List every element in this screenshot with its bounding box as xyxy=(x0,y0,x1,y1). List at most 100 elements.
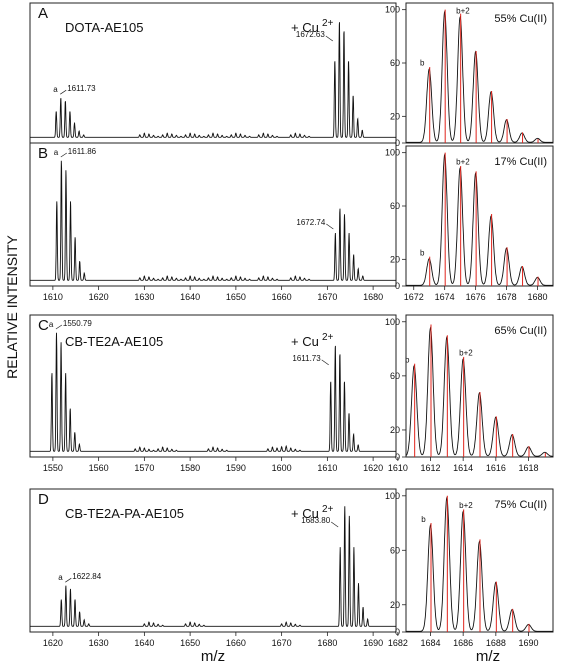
x-tick-label: 1688 xyxy=(486,638,506,648)
panel-A: A DOTA-AE105 + Cu 2+ a 1611.73 1672.63 xyxy=(29,2,397,144)
mz-annotation: 1550.79 xyxy=(63,319,92,328)
y-tick-label: 0 xyxy=(395,281,400,291)
inset-peak-label: b+2 xyxy=(456,158,470,167)
cu-label: + Cu xyxy=(291,506,319,521)
x-tick-label: 1612 xyxy=(420,463,440,473)
x-tick-label: 1618 xyxy=(518,463,538,473)
y-tick-label: 100 xyxy=(385,317,400,327)
peak-label-a: a xyxy=(53,85,58,94)
x-tick-label: 1690 xyxy=(518,638,538,648)
percent-cu-label: 17% Cu(II) xyxy=(494,156,547,168)
leader-line xyxy=(65,577,72,583)
panel-frame xyxy=(29,314,397,458)
leader-line xyxy=(326,223,334,230)
x-tick-label: 1660 xyxy=(226,638,246,648)
x-tick-label: 1674 xyxy=(435,292,455,302)
x-tick-label: 1614 xyxy=(453,463,473,473)
inset-peak-label: b+2 xyxy=(459,349,473,358)
x-tick-label: 1550 xyxy=(43,463,63,473)
x-tick-label: 1686 xyxy=(453,638,473,648)
y-tick-label: 100 xyxy=(385,491,400,501)
y-tick-label: 60 xyxy=(390,201,400,211)
inset-frame xyxy=(405,145,554,287)
inset-panels: 0 20 60 100 b b+2 55% Cu(II) 0 20 60 100 b b+2 17% Cu… xyxy=(385,2,554,648)
spectrum-trace xyxy=(30,160,396,281)
inset-peak-label: b xyxy=(405,355,410,364)
inset-A-inset: 0 20 60 100 b b+2 55% Cu(II) xyxy=(385,2,554,148)
x-tick-label: 1680 xyxy=(317,638,337,648)
x-tick-label: 1670 xyxy=(317,292,337,302)
spectrum-trace xyxy=(30,332,396,452)
x-tick-label: 1610 xyxy=(388,463,408,473)
percent-cu-label: 65% Cu(II) xyxy=(494,325,547,337)
x-tick-label: 1676 xyxy=(466,292,486,302)
panel-letter: B xyxy=(38,145,48,162)
y-axis-label: RELATIVE INTENSITY xyxy=(4,235,20,379)
inset-trace xyxy=(406,153,553,286)
y-tick-label: 100 xyxy=(385,148,400,158)
mz-annotation: 1611.86 xyxy=(68,147,97,156)
panel-letter: A xyxy=(38,5,48,22)
leader-line xyxy=(60,89,67,95)
x-tick-label: 1660 xyxy=(272,292,292,302)
x-tick-label: 1616 xyxy=(486,463,506,473)
peak-label-a: a xyxy=(49,320,54,329)
peak-label-a: a xyxy=(54,148,59,157)
percent-cu-label: 55% Cu(II) xyxy=(494,13,547,25)
y-tick-label: 20 xyxy=(390,600,400,610)
mz-annotation: 1622.84 xyxy=(72,572,101,581)
x-tick-label: 1684 xyxy=(420,638,440,648)
inset-peak-label: b+2 xyxy=(459,501,473,510)
x-tick-label: 1650 xyxy=(226,292,246,302)
x-tick-label: 1620 xyxy=(43,638,63,648)
panel-frame xyxy=(29,488,397,633)
spectrum-trace xyxy=(30,506,396,627)
x-tick-label: 1620 xyxy=(363,463,383,473)
x-axis-label-main: m/z xyxy=(201,648,225,665)
x-tick-label: 1678 xyxy=(497,292,517,302)
x-tick-label: 1640 xyxy=(134,638,154,648)
compound-label: CB-TE2A-PA-AE105 xyxy=(65,506,184,521)
y-tick-label: 100 xyxy=(385,5,400,15)
compound-label: DOTA-AE105 xyxy=(65,20,144,35)
x-tick-label: 1620 xyxy=(89,292,109,302)
x-tick-label: 1600 xyxy=(272,463,292,473)
x-tick-label: 1610 xyxy=(43,292,63,302)
inset-peak-label: b xyxy=(421,515,426,524)
percent-cu-label: 75% Cu(II) xyxy=(494,499,547,511)
panel-letter: C xyxy=(38,317,49,334)
x-axis-label-inset: m/z xyxy=(476,648,500,665)
inset-peak-label: b xyxy=(420,248,425,257)
x-tick-label: 1680 xyxy=(528,292,548,302)
x-tick-label: 1680 xyxy=(363,292,383,302)
panel-D: D CB-TE2A-PA-AE105 + Cu 2+ a 1622.84 1683.80 16… xyxy=(29,488,397,648)
x-tick-label: 1580 xyxy=(180,463,200,473)
y-tick-label: 0 xyxy=(395,138,400,148)
panel-C: C CB-TE2A-AE105 + Cu 2+ a 1550.79 1611.73 1550 1… xyxy=(29,314,397,473)
x-tick-label: 1650 xyxy=(180,638,200,648)
mz-annotation: 1672.74 xyxy=(296,218,325,227)
leader-line xyxy=(60,152,68,158)
leader-line xyxy=(321,359,329,366)
mz-annotation: 1683.80 xyxy=(301,516,330,525)
x-tick-label: 1570 xyxy=(134,463,154,473)
inset-peak-label: b xyxy=(420,59,425,68)
cu-superscript: 2+ xyxy=(322,504,334,515)
mz-annotation: 1611.73 xyxy=(67,84,96,93)
cu-label: + Cu xyxy=(291,334,319,349)
peak-label-a: a xyxy=(58,573,63,582)
inset-frame xyxy=(405,2,554,144)
x-tick-label: 1610 xyxy=(317,463,337,473)
compound-label: CB-TE2A-AE105 xyxy=(65,334,163,349)
inset-B-inset: 0 20 60 100 b b+2 17% Cu(II) 1672 1674 1676 1678 16… xyxy=(385,145,554,302)
leader-line xyxy=(325,35,334,42)
x-tick-label: 1590 xyxy=(226,463,246,473)
inset-trace xyxy=(406,10,553,143)
leader-line xyxy=(55,324,63,330)
mz-annotation: 1611.73 xyxy=(292,354,321,363)
